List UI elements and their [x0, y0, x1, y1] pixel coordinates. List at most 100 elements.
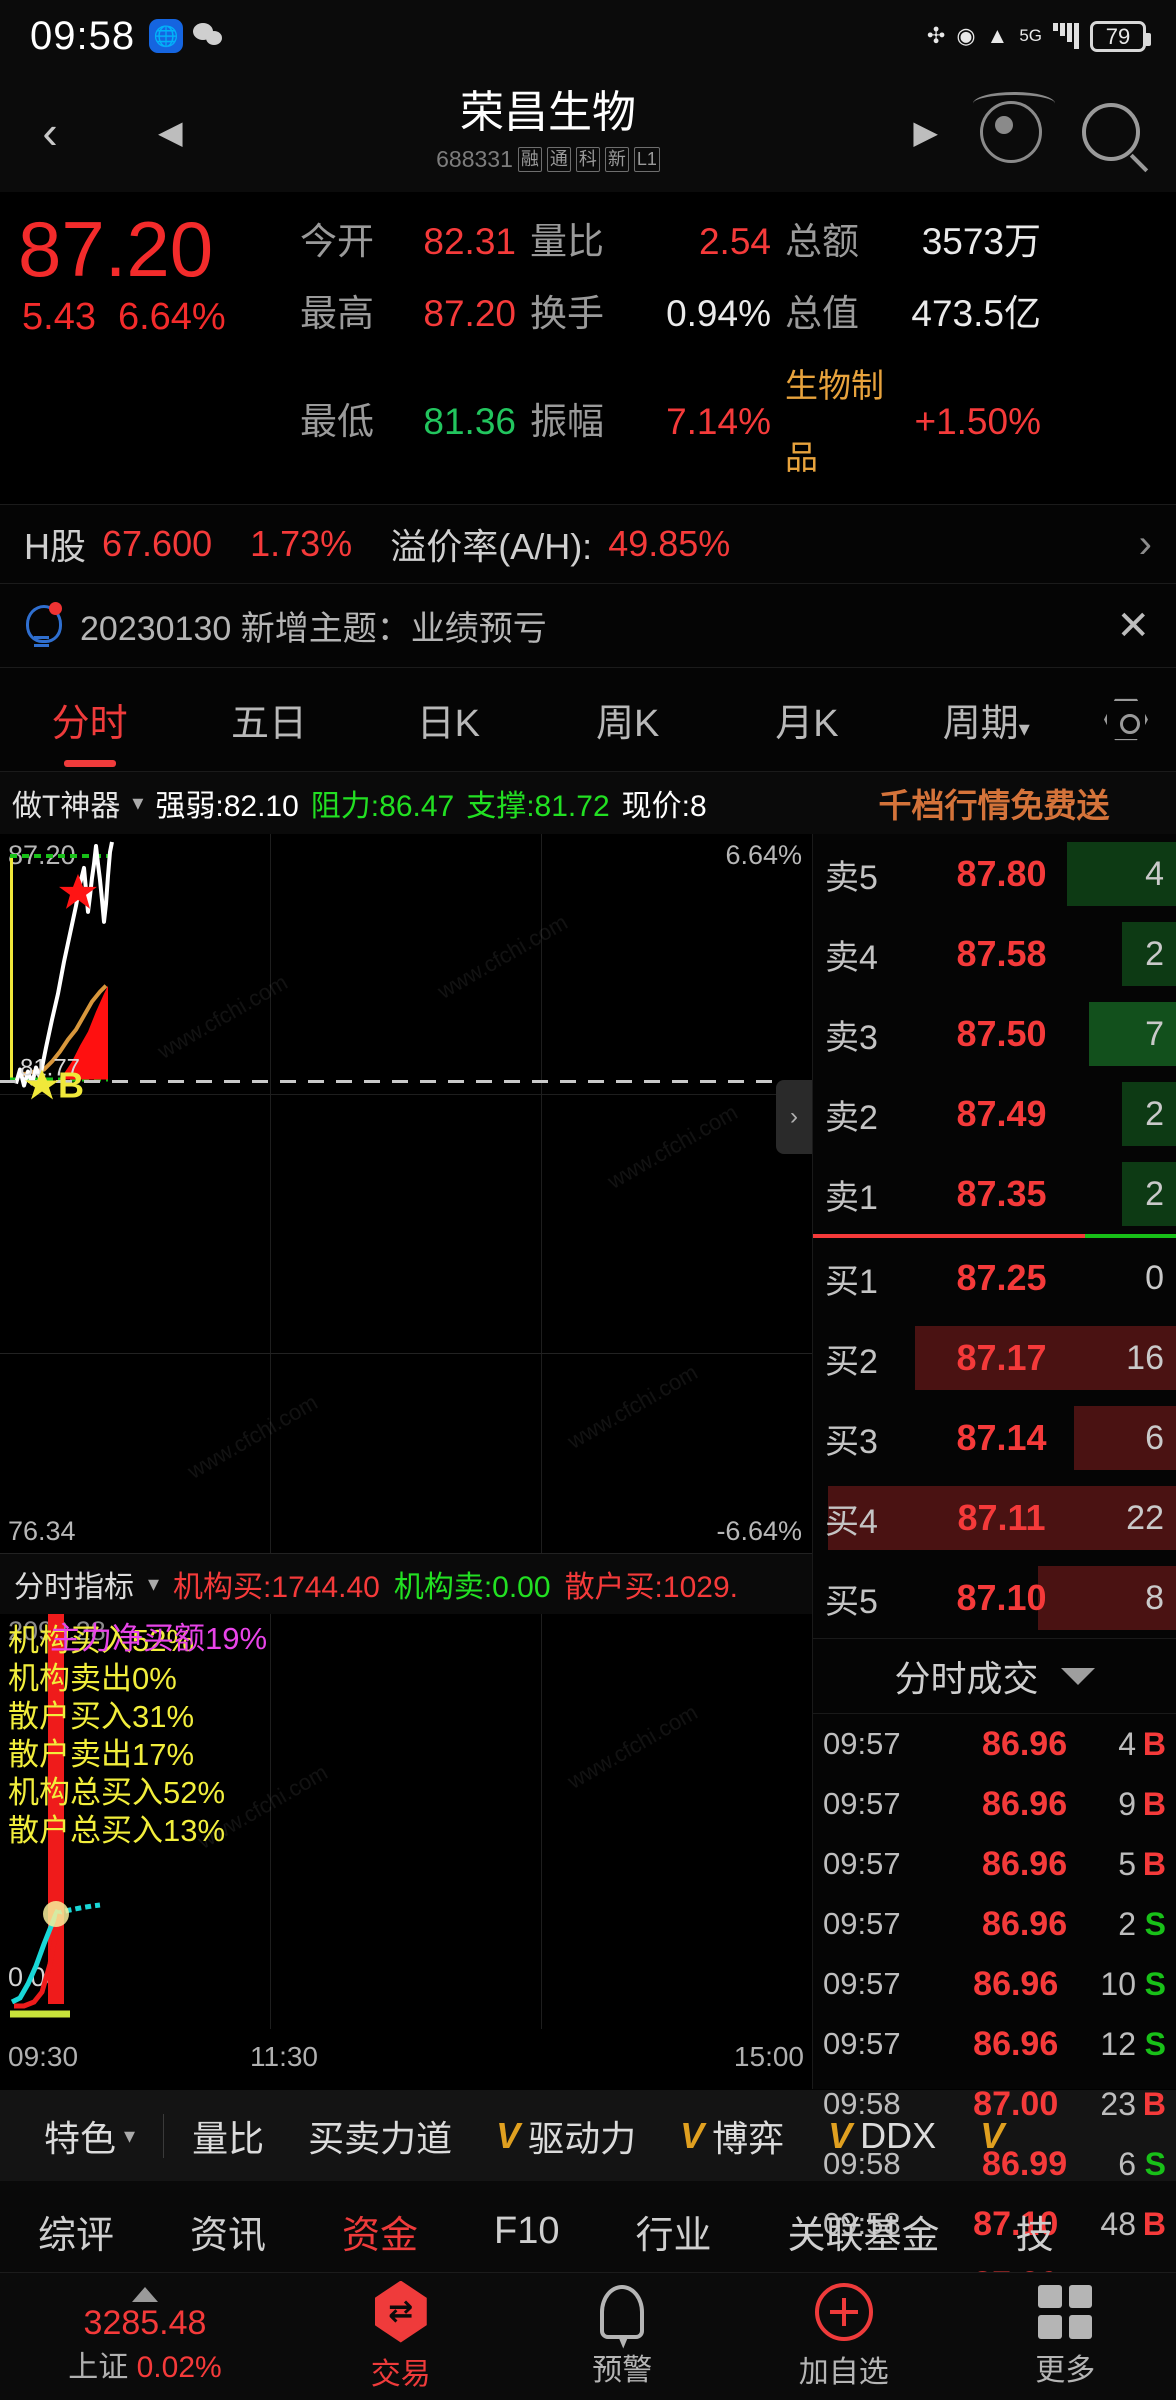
- status-time: 09:58: [30, 13, 136, 58]
- bottom-item-add-watchlist[interactable]: 加自选: [733, 2282, 955, 2391]
- bottom-item-alert[interactable]: 预警: [512, 2284, 734, 2389]
- stat-value-low: 81.36: [423, 401, 516, 442]
- ai-assistant-icon[interactable]: [973, 92, 1055, 163]
- tab-zhouk[interactable]: 周K: [595, 703, 660, 745]
- tab-zongping[interactable]: 综评: [38, 2214, 115, 2257]
- battery-icon: 79: [1090, 20, 1151, 52]
- bid4-label: 买4: [825, 1502, 878, 1541]
- close-icon[interactable]: ✕: [1116, 603, 1150, 648]
- stat-label-low: 最低: [300, 401, 374, 442]
- bottom-item-trade[interactable]: 交易: [290, 2280, 512, 2393]
- ask1-bar: [1121, 1162, 1176, 1226]
- chart-settings-button[interactable]: [1076, 698, 1176, 742]
- tick-time: 09:57: [823, 1966, 901, 2001]
- tag-rong: 融: [517, 147, 542, 172]
- chart-column[interactable]: 87.20 6.64% 81.77: [0, 834, 812, 2089]
- chevron-right-icon[interactable]: ›: [1138, 521, 1152, 566]
- tick-side: S: [1144, 1965, 1166, 2002]
- tab-zixun[interactable]: 资讯: [190, 2214, 267, 2257]
- order-book-row-ask4[interactable]: 卖4 87.58 2: [813, 914, 1176, 994]
- tab-ji[interactable]: 技: [1015, 2214, 1054, 2257]
- feature-item-more[interactable]: V: [958, 2115, 1026, 2157]
- tick-time: 09:57: [823, 2026, 901, 2061]
- last-price: 87.20: [18, 205, 214, 293]
- tab-wuri[interactable]: 五日: [230, 703, 307, 745]
- order-book-row-bid2[interactable]: 买2 87.17 16: [813, 1318, 1176, 1398]
- stat-label-sector[interactable]: 生物制品: [785, 367, 884, 476]
- tick-row[interactable]: 09:57 86.96 2 S: [813, 1894, 1176, 1954]
- order-book-row-bid5[interactable]: 买5 87.10 8: [813, 1558, 1176, 1638]
- indicator-name[interactable]: 分时指标: [14, 1571, 134, 1604]
- tab-guanlianjijin[interactable]: 关联基金: [787, 2214, 940, 2257]
- tab-zhouqi[interactable]: 周期▾: [897, 692, 1076, 747]
- feature-item-buysell-power[interactable]: 买卖力道: [308, 2117, 453, 2159]
- tick-price: 86.96: [973, 2024, 1059, 2063]
- search-icon[interactable]: [1082, 103, 1140, 161]
- order-book-row-bid4[interactable]: 买4 87.11 22: [813, 1478, 1176, 1558]
- ask3-vol: 7: [1145, 1014, 1164, 1053]
- h-share-row[interactable]: H股 67.600 1.73% 溢价率(A/H): 49.85% ›: [0, 504, 1176, 584]
- tick-row[interactable]: 09:57 86.96 5 B: [813, 1834, 1176, 1894]
- order-book-row-bid1[interactable]: 买1 87.25 0: [813, 1238, 1176, 1318]
- indicator-strip: 分时指标 ▾ 机构买:1744.40 机构卖:0.00 散户买:1029.: [0, 1554, 812, 1614]
- feature-strip: 特色 ▾ 量比 买卖力道 V 驱动力 V 博弈 V DDX V: [0, 2089, 1176, 2181]
- tick-row[interactable]: 09:58 87.00 23 B: [813, 2074, 1176, 2134]
- tab-f10[interactable]: F10: [494, 2209, 560, 2252]
- price-chart[interactable]: 87.20 6.64% 81.77: [0, 834, 812, 1354]
- order-book-row-ask1[interactable]: 卖1 87.35 2: [813, 1154, 1176, 1234]
- tick-list-header[interactable]: 分时成交: [813, 1638, 1176, 1714]
- price-chart-lower[interactable]: 76.34 -6.64% www.cfchi.com www.cfchi.com: [0, 1354, 812, 1554]
- tick-time: 09:57: [823, 1906, 901, 1941]
- tab-rik[interactable]: 日K: [416, 703, 480, 745]
- chevron-down-icon[interactable]: [1060, 1667, 1095, 1685]
- tick-row[interactable]: 09:57 86.96 12 S: [813, 2014, 1176, 2074]
- stock-code: 688331: [436, 146, 513, 172]
- tab-zijin[interactable]: 资金: [342, 2214, 419, 2257]
- next-stock-button[interactable]: ▶: [913, 114, 938, 150]
- tab-hangye[interactable]: 行业: [635, 2214, 712, 2257]
- chart-period-tabs: 分时 五日 日K 周K 月K 周期▾: [0, 668, 1176, 772]
- chevron-down-icon[interactable]: ▾: [132, 790, 144, 815]
- stat-label-high: 最高: [300, 293, 374, 334]
- chart-drawer-handle[interactable]: ›: [776, 1080, 812, 1154]
- status-bar: 09:58 🌐 ✣ ◉ ▲ 5G 79: [0, 0, 1176, 72]
- tick-row[interactable]: 09:57 86.96 10 S: [813, 1954, 1176, 2014]
- bid4-vol: 22: [1126, 1498, 1164, 1537]
- tab-fenshi[interactable]: 分时: [0, 692, 179, 747]
- prev-stock-button[interactable]: ◀: [158, 114, 183, 150]
- tool-name[interactable]: 做T神器: [12, 790, 121, 823]
- tick-vol: 6: [1118, 2145, 1136, 2182]
- tab-yuek[interactable]: 月K: [775, 703, 839, 745]
- tick-row[interactable]: 09:58 87.10 48 B: [813, 2194, 1176, 2254]
- tick-row[interactable]: 09:57 86.96 9 B: [813, 1774, 1176, 1834]
- bell-icon: [600, 2284, 645, 2339]
- stat-label-open: 今开: [300, 221, 374, 262]
- stat-label-amplitude: 振幅: [530, 401, 604, 442]
- order-book-row-bid3[interactable]: 买3 87.14 6: [813, 1398, 1176, 1478]
- news-banner[interactable]: 20230130 新增主题：业绩预亏 ✕: [0, 584, 1176, 668]
- bid1-label: 买1: [825, 1262, 878, 1301]
- feature-item-boyi[interactable]: V 博弈: [658, 2110, 806, 2162]
- tick-row[interactable]: 09:58 86.99 6 S: [813, 2134, 1176, 2194]
- order-book-row-ask5[interactable]: 卖5 87.80 4: [813, 834, 1176, 914]
- tick-row[interactable]: 09:57 86.96 4 B: [813, 1714, 1176, 1774]
- feature-name-label: 特色: [44, 2117, 117, 2159]
- order-book-row-ask2[interactable]: 卖2 87.49 2: [813, 1074, 1176, 1154]
- back-button[interactable]: ‹: [42, 106, 58, 158]
- promo-banner[interactable]: 千档行情免费送: [878, 787, 1110, 824]
- index-summary[interactable]: 3285.48 上证 0.02%: [0, 2287, 290, 2386]
- stat-value-amplitude: 7.14%: [666, 401, 771, 442]
- feature-item-volratio[interactable]: 量比: [192, 2117, 265, 2159]
- feature-name[interactable]: 特色 ▾: [22, 2110, 157, 2162]
- bid5-vol: 8: [1145, 1578, 1164, 1617]
- indicator-chart[interactable]: 2093.28 0.00 机构买入52% 主力净买额19% 机构卖出0% 散户买…: [0, 1614, 812, 2029]
- tool-strip: 做T神器 ▾ 强弱:82.10 阻力:86.47 支撑:81.72 现价:8 千…: [0, 772, 1176, 834]
- stat-value-open: 82.31: [423, 221, 516, 262]
- feature-item-ddx[interactable]: V DDX: [806, 2115, 958, 2157]
- tick-time: 09:58: [823, 2206, 901, 2241]
- bottom-item-more[interactable]: 更多: [955, 2284, 1176, 2389]
- order-book-row-ask3[interactable]: 卖3 87.50 7: [813, 994, 1176, 1074]
- chevron-down-icon[interactable]: ▾: [148, 1571, 160, 1596]
- index-pct: 0.02%: [136, 2351, 222, 2384]
- feature-item-drive[interactable]: V 驱动力: [474, 2110, 658, 2162]
